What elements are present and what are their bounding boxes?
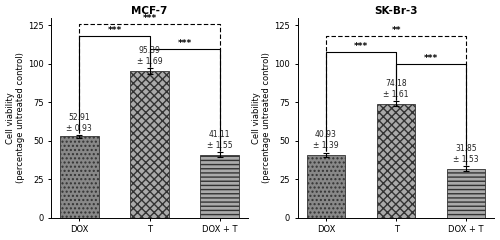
Text: ***: *** (142, 14, 156, 23)
Bar (60, 136, 98, 218)
Bar (130, 71, 169, 218)
Title: SK-Br-3: SK-Br-3 (374, 6, 418, 16)
Text: ***: *** (178, 39, 192, 48)
Title: MCF-7: MCF-7 (132, 6, 168, 16)
Text: 52.91
± 0.93: 52.91 ± 0.93 (66, 113, 92, 133)
Text: ***: *** (424, 54, 438, 63)
Y-axis label: Cell viability
(percentage untreated control): Cell viability (percentage untreated con… (6, 52, 25, 183)
Bar (200, 155, 239, 218)
Text: ***: *** (354, 42, 368, 51)
Y-axis label: Cell viability
(percentage untreated control): Cell viability (percentage untreated con… (252, 52, 272, 183)
Text: 74.18
± 1.61: 74.18 ± 1.61 (384, 79, 409, 99)
Text: 95.39
± 1.69: 95.39 ± 1.69 (136, 46, 162, 66)
Text: ***: *** (108, 26, 122, 36)
Bar (447, 169, 486, 218)
Bar (377, 104, 416, 218)
Text: 41.11
± 1.55: 41.11 ± 1.55 (207, 130, 233, 150)
Text: 40.93
± 1.39: 40.93 ± 1.39 (313, 130, 338, 150)
Bar (306, 155, 345, 218)
Text: 31.85
± 1.53: 31.85 ± 1.53 (454, 144, 479, 164)
Text: **: ** (392, 26, 401, 36)
